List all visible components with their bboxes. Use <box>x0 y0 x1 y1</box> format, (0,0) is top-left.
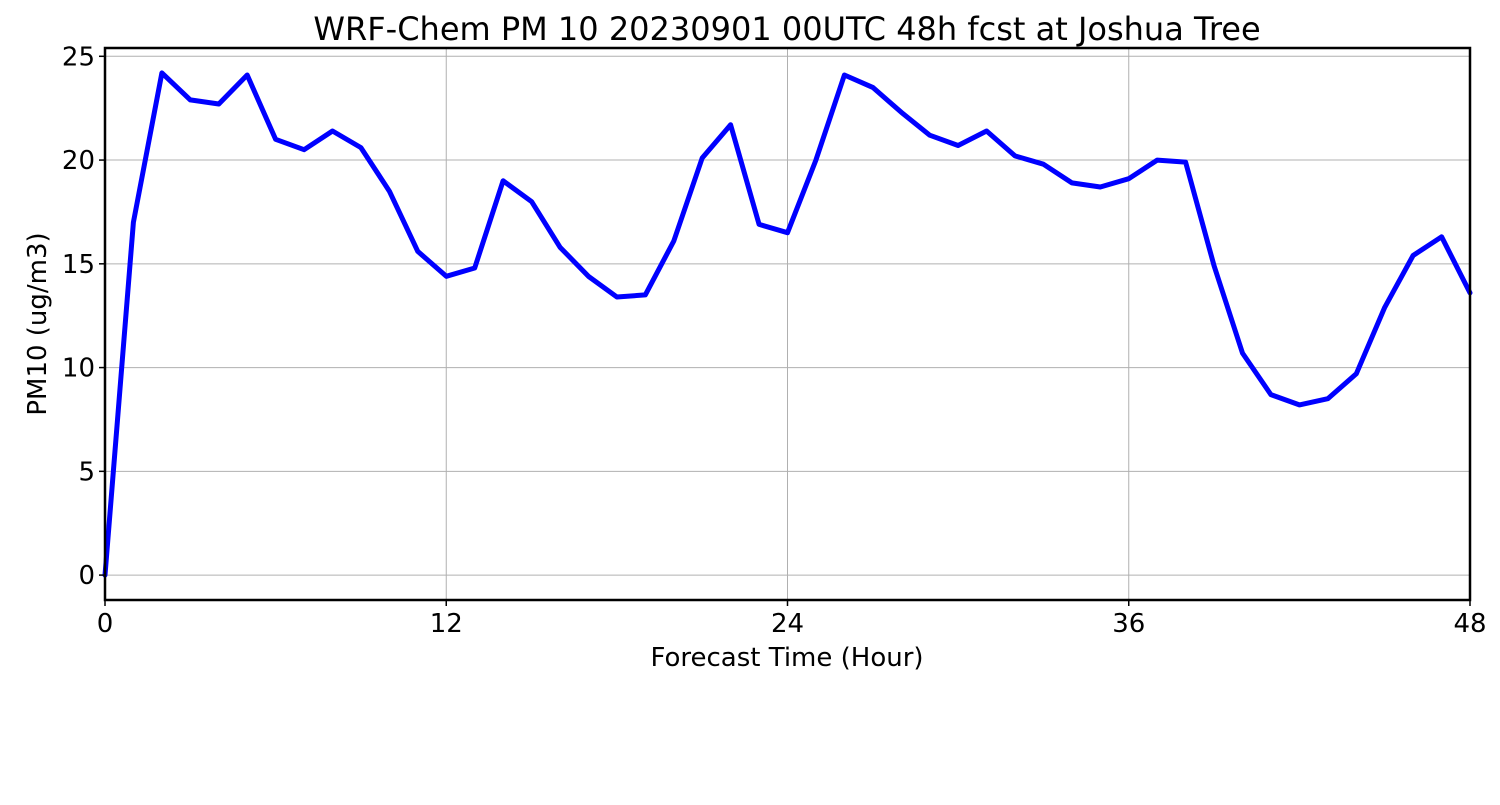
y-axis-ticks: 0 5 10 15 20 25 <box>62 42 105 591</box>
x-axis-ticks: 0 12 24 36 48 <box>97 600 1487 639</box>
y-tick-label: 5 <box>78 457 95 487</box>
chart-title: WRF-Chem PM 10 20230901 00UTC 48h fcst a… <box>313 10 1260 48</box>
y-tick-label: 15 <box>62 250 95 280</box>
x-tick-label: 24 <box>771 609 804 639</box>
y-tick-label: 20 <box>62 146 95 176</box>
x-tick-label: 36 <box>1112 609 1145 639</box>
x-tick-label: 48 <box>1453 609 1486 639</box>
x-tick-label: 12 <box>430 609 463 639</box>
y-tick-label: 25 <box>62 42 95 72</box>
pm10-series-line <box>102 70 1473 578</box>
grid-lines <box>104 48 1471 600</box>
y-tick-label: 0 <box>78 561 95 591</box>
x-tick-label: 0 <box>97 609 114 639</box>
x-axis-label: Forecast Time (Hour) <box>650 643 923 673</box>
y-axis-label: PM10 (ug/m3) <box>23 232 53 415</box>
y-tick-label: 10 <box>62 354 95 384</box>
series-layer <box>102 70 1473 578</box>
